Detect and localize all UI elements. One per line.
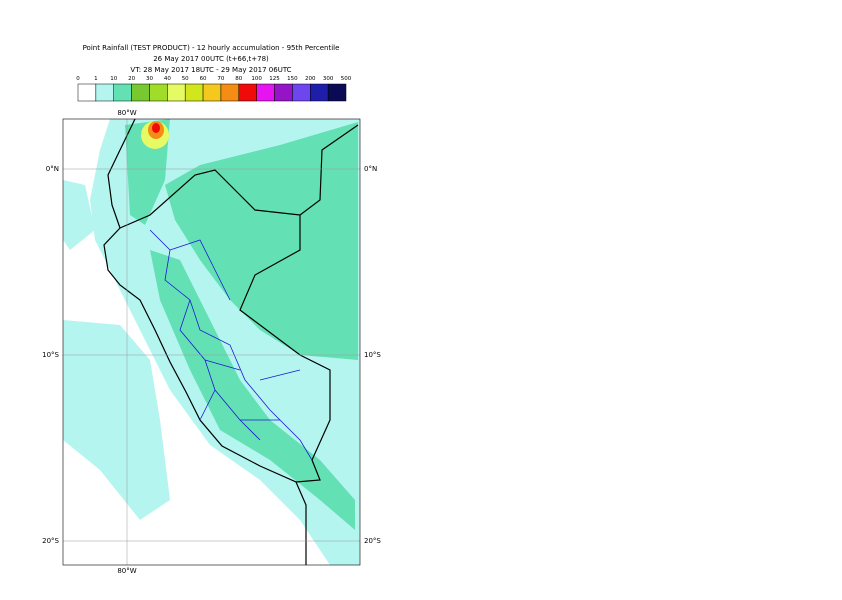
legend-swatch xyxy=(131,83,150,102)
legend-label: 80 xyxy=(235,76,242,82)
legend-swatch xyxy=(184,83,204,102)
legend-label: 125 xyxy=(269,76,280,82)
legend-label: 60 xyxy=(200,76,207,82)
lon-label: 80°W xyxy=(117,567,136,575)
country-border xyxy=(119,124,359,483)
legend-swatch xyxy=(202,83,222,102)
legend-label: 1 xyxy=(94,76,98,82)
lat-label: 10°S xyxy=(364,351,381,359)
lon-label: 80°W xyxy=(117,109,136,117)
legend-swatch xyxy=(292,83,311,102)
rain-offshore xyxy=(63,180,95,250)
rain-offshore xyxy=(63,320,170,520)
legend-swatch xyxy=(327,83,347,102)
valid-time: VT: 28 May 2017 18UTC - 29 May 2017 06UT… xyxy=(130,66,291,74)
legend-label: 10 xyxy=(110,76,117,82)
legend-label: 200 xyxy=(305,76,316,82)
lat-label: 20°S xyxy=(364,537,381,545)
legend-swatch xyxy=(238,83,257,102)
legend-swatch xyxy=(77,83,97,102)
legend-label: 30 xyxy=(146,76,153,82)
legend-label: 70 xyxy=(217,76,224,82)
legend: 0 1 10 20 30 40 50 60 70 80 100 125 150 200 300 500 xyxy=(76,76,352,102)
rain-moderate xyxy=(165,122,358,360)
legend-swatch xyxy=(274,83,293,102)
legend-label: 0 xyxy=(76,76,80,82)
legend-label: 20 xyxy=(128,76,135,82)
map-frame xyxy=(62,118,361,566)
lat-label: 20°S xyxy=(42,537,59,545)
title: Point Rainfall (TEST PRODUCT) - 12 hourl… xyxy=(83,44,340,52)
legend-swatch xyxy=(310,83,329,102)
map: 80°W 80°W 0°N 0°N 10°S 10°S 20°S 20°S xyxy=(42,109,381,575)
run-time: 26 May 2017 00UTC (t+66,t+78) xyxy=(153,55,269,63)
region-borders xyxy=(149,229,313,461)
legend-label: 500 xyxy=(341,76,352,82)
legend-swatch xyxy=(149,83,168,102)
legend-label: 50 xyxy=(182,76,189,82)
legend-label: 150 xyxy=(287,76,298,82)
coastline xyxy=(103,119,307,565)
rain-moderate xyxy=(150,250,355,530)
legend-swatch xyxy=(113,83,132,102)
legend-swatch xyxy=(95,83,114,102)
legend-swatch xyxy=(220,83,240,102)
lat-label: 0°N xyxy=(46,165,59,173)
legend-swatch xyxy=(256,83,275,102)
legend-label: 100 xyxy=(251,76,262,82)
lat-label: 10°S xyxy=(42,351,59,359)
rain-heavy xyxy=(152,123,160,133)
legend-label: 300 xyxy=(323,76,334,82)
legend-label: 40 xyxy=(164,76,171,82)
lat-label: 0°N xyxy=(364,165,377,173)
legend-swatch xyxy=(167,83,186,102)
